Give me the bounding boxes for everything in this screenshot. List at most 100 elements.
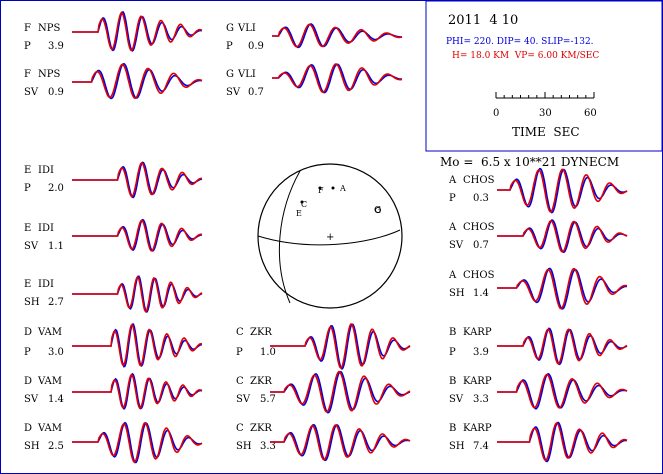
sphere-station-C: C: [301, 200, 307, 209]
info-box-frame: [425, 0, 663, 152]
synthetic-trace-18: [497, 422, 628, 462]
synthetic-trace-2: [272, 23, 403, 48]
station-label-name: ZKR: [250, 423, 272, 434]
station-label-code: D: [24, 423, 32, 434]
station-label-code: A: [448, 270, 457, 281]
station-label-amp: 1.4: [48, 394, 64, 405]
nodal-plane-2: [257, 229, 401, 246]
station-label-name: IDI: [38, 223, 54, 234]
synthetic-trace-7: [72, 324, 203, 367]
sphere-station-A: A: [339, 184, 346, 193]
waveform-traces: [72, 11, 628, 464]
time-scale: 0 30 60 TIME SEC: [493, 92, 597, 139]
sphere-station-C-mark: [300, 200, 304, 204]
station-label-phase: SV: [449, 240, 464, 251]
station-label-phase: P: [24, 183, 31, 194]
station-label-amp: 5.7: [260, 394, 276, 405]
synthetic-trace-1: [72, 63, 203, 100]
station-label-amp: 0.9: [48, 87, 64, 98]
station-label-name: VLI: [237, 23, 256, 34]
station-label-code: C: [236, 423, 244, 434]
station-label-code: C: [236, 376, 244, 387]
observed-trace-17: [497, 372, 628, 410]
station-label-code: C: [236, 327, 244, 338]
synthetic-trace-15: [497, 267, 628, 310]
station-label-name: VAM: [37, 327, 62, 338]
seismic-moment: Mo = 6.5 x 10**21 DYNECM: [440, 155, 619, 169]
station-label-code: E: [24, 223, 31, 234]
synthetic-trace-4: [72, 161, 203, 198]
station-label-phase: SH: [236, 441, 252, 452]
time-scale-ticks: [495, 92, 595, 98]
station-label-amp: 0.9: [248, 41, 264, 52]
station-label-name: NPS: [38, 23, 60, 34]
depth-velocity: H= 18.0 KM VP= 6.00 KM/SEC: [452, 51, 599, 61]
station-label-name: VAM: [37, 376, 62, 387]
synthetic-trace-13: [497, 168, 628, 213]
station-label-name: ZKR: [250, 376, 272, 387]
station-label-phase: SV: [449, 394, 464, 405]
station-label-amp: 3.0: [48, 347, 64, 358]
station-label-phase: SV: [24, 241, 39, 252]
focal-sphere: + A F C E G: [257, 163, 403, 309]
station-label-name: ZKR: [250, 327, 272, 338]
station-label-amp: 0.7: [248, 87, 264, 98]
station-label-code: G: [226, 69, 234, 80]
synthetic-trace-8: [72, 373, 203, 410]
station-label-amp: 1.0: [260, 347, 276, 358]
station-label-code: B: [449, 327, 456, 338]
synthetic-trace-11: [270, 370, 411, 413]
time-scale-tick-0: 0: [493, 108, 499, 119]
station-label-code: B: [449, 376, 456, 387]
station-label-name: CHOS: [463, 270, 495, 281]
station-label-amp: 2.7: [48, 297, 64, 308]
station-label-code: A: [448, 175, 457, 186]
station-label-phase: P: [236, 347, 243, 358]
station-label-code: G: [226, 23, 234, 34]
station-label-name: KARP: [463, 376, 492, 387]
sphere-station-G-mark: [375, 207, 381, 213]
station-label-phase: SV: [24, 394, 39, 405]
sphere-station-A-mark: [331, 186, 335, 190]
station-label-name: NPS: [38, 69, 60, 80]
station-label-phase: SV: [24, 87, 39, 98]
station-label-phase: P: [226, 41, 233, 52]
station-label-amp: 3.9: [48, 41, 64, 52]
station-label-amp: 0.3: [473, 193, 489, 204]
sphere-station-F-mark: [318, 186, 322, 190]
station-label-amp: 1.4: [473, 288, 489, 299]
station-label-name: KARP: [463, 423, 492, 434]
station-label-amp: 1.1: [48, 241, 64, 252]
event-date: 2011 4 10: [448, 13, 518, 28]
time-scale-label: TIME SEC: [512, 125, 580, 139]
synthetic-trace-10: [270, 322, 411, 370]
station-label-code: E: [24, 279, 31, 290]
station-label-code: B: [449, 423, 456, 434]
station-label-phase: SV: [236, 394, 251, 405]
station-labels: F NPS P 3.9 F NPS SV 0.9 G VLI P 0.9 G V…: [24, 23, 495, 452]
observed-trace-1: [72, 62, 203, 100]
station-label-amp: 3.3: [260, 441, 276, 452]
station-label-phase: P: [24, 41, 31, 52]
synthetic-trace-0: [72, 11, 203, 52]
sphere-station-F: F: [318, 186, 324, 195]
station-label-code: E: [24, 165, 31, 176]
station-label-name: CHOS: [463, 222, 495, 233]
synthetic-trace-6: [72, 276, 203, 313]
sphere-center-mark: +: [326, 232, 334, 243]
station-label-amp: 2.5: [48, 441, 64, 452]
station-label-amp: 3.9: [473, 347, 489, 358]
station-label-amp: 7.4: [473, 441, 489, 452]
sphere-station-E: E: [296, 209, 302, 218]
sphere-station-G: G: [374, 206, 381, 216]
station-label-code: F: [24, 23, 31, 34]
station-label-amp: 3.3: [473, 394, 489, 405]
station-label-code: D: [24, 376, 32, 387]
observed-trace-11: [270, 371, 411, 414]
nodal-plane-1: [278, 170, 301, 304]
synthetic-trace-14: [497, 220, 628, 253]
synthetic-trace-17: [497, 373, 628, 409]
station-label-name: IDI: [38, 165, 54, 176]
station-label-code: A: [448, 222, 457, 233]
